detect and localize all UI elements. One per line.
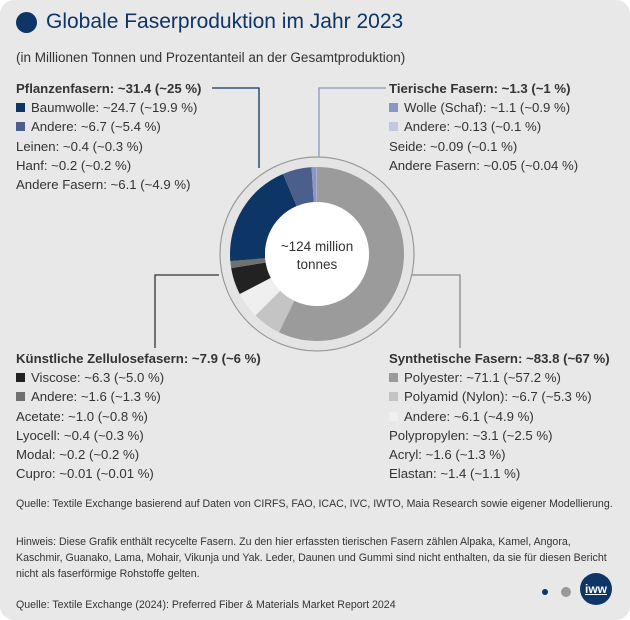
slice-andere-tierisch [316,167,317,203]
legend-label: Andere Fasern: ~0.05 (~0.04 %) [389,157,579,173]
legend-label: Acetate: ~1.0 (~0.8 %) [16,408,148,424]
donut-hole [265,202,369,306]
legend-heading: Synthetische Fasern: ~83.8 (~67 %) [389,351,610,366]
legend-label: Andere: ~0.13 (~0.1 %) [404,119,542,135]
slice-andere-synthetisch [239,277,281,316]
legend-item: Andere: ~0.13 (~0.1 %) [389,117,578,136]
legend-item: Elastan: ~1.4 (~1.1 %) [389,464,610,483]
legend-item: Acetate: ~1.0 (~0.8 %) [16,407,261,426]
legend-item: Cupro: ~0.01 (~0.01 %) [16,464,261,483]
title-bullet-icon [16,11,37,33]
legend-label: Cupro: ~0.01 (~0.01 %) [16,466,154,482]
center-label-line1: ~124 million [281,239,353,254]
legend-heading: Tierische Fasern: ~1.3 (~1 %) [389,81,571,96]
legend-label: Elastan: ~1.4 (~1.1 %) [389,466,521,482]
legend-animal: Tierische Fasern: ~1.3 (~1 %) Wolle (Scha… [389,79,578,175]
legend-label: Baumwolle: ~24.7 (~19.9 %) [31,100,198,116]
legend-cellulose: Künstliche Zellulosefasern: ~7.9 (~6 %) V… [16,349,261,483]
legend-item: Acryl: ~1.6 (~1.3 %) [389,445,610,464]
legend-label: Polyamid (Nylon): ~6.7 (~5.3 %) [404,389,592,405]
chart-title: Globale Faserproduktion im Jahr 2023 [16,10,403,34]
legend-label: Acryl: ~1.6 (~1.3 %) [389,447,506,463]
legend-swatch [16,373,25,383]
legend-item: Andere: ~6.1 (~4.9 %) [389,407,610,426]
iww-logo: iww [580,573,612,605]
legend-label: Polyester: ~71.1 (~57.2 %) [404,370,561,386]
legend-item: Andere Fasern: ~6.1 (~4.9 %) [16,175,201,194]
legend-swatch [389,392,398,402]
legend-item: Polyester: ~71.1 (~57.2 %) [389,368,610,387]
legend-swatch [16,103,25,113]
legend-label: Wolle (Schaf): ~1.1 (~0.9 %) [404,100,571,116]
legend-label: Andere: ~6.1 (~4.9 %) [404,408,534,424]
legend-synthetic: Synthetische Fasern: ~83.8 (~67 %) Polyes… [389,349,610,483]
legend-item: Wolle (Schaf): ~1.1 (~0.9 %) [389,98,578,117]
legend-label: Hanf: ~0.2 (~0.2 %) [16,157,132,173]
legend-label: Lyocell: ~0.4 (~0.3 %) [16,427,144,443]
legend-plant: Pflanzenfasern: ~31.4 (~25 %) Baumwolle: … [16,79,201,194]
source-note: Quelle: Textile Exchange basierend auf D… [16,498,613,510]
leader-line-animal [318,87,386,158]
legend-item: Andere: ~6.7 (~5.4 %) [16,117,201,136]
legend-item: Modal: ~0.2 (~0.2 %) [16,445,261,464]
legend-item: Baumwolle: ~24.7 (~19.9 %) [16,98,201,117]
legend-item: Polyamid (Nylon): ~6.7 (~5.3 %) [389,387,610,406]
legend-heading: Pflanzenfasern: ~31.4 (~25 %) [16,81,202,96]
slice-wolle-schaf [311,167,317,203]
legend-label: Viscose: ~6.3 (~5.0 %) [31,370,165,386]
legend-item: Seide: ~0.09 (~0.1 %) [389,137,578,156]
legend-item: Viscose: ~6.3 (~5.0 %) [16,368,261,387]
legend-swatch [389,122,398,132]
legend-swatch [16,122,25,132]
legend-heading: Künstliche Zellulosefasern: ~7.9 (~6 %) [16,351,261,366]
slice-viscose [231,262,271,294]
legend-item: Lyocell: ~0.4 (~0.3 %) [16,426,261,445]
hint-note: Hinweis: Diese Grafik enthält recycelte … [16,536,607,580]
legend-label: Seide: ~0.09 (~0.1 %) [389,138,518,154]
legend-item: Andere Fasern: ~0.05 (~0.04 %) [389,156,578,175]
legend-swatch [389,373,398,383]
legend-swatch [389,103,398,113]
leader-line-plant [212,87,260,168]
legend-item: Hanf: ~0.2 (~0.2 %) [16,156,201,175]
legend-item: Polypropylen: ~3.1 (~2.5 %) [389,426,610,445]
slice-polyester [278,167,405,342]
source-reference: Quelle: Textile Exchange (2024): Preferr… [16,599,396,611]
center-label-line2: tonnes [297,257,338,272]
slice-baumwolle [230,173,297,262]
legend-label: Polypropylen: ~3.1 (~2.5 %) [389,427,553,443]
page-dot[interactable] [561,587,571,597]
page-dot-active[interactable] [542,589,548,595]
legend-label: Andere: ~1.6 (~1.3 %) [31,389,161,405]
legend-label: Andere: ~6.7 (~5.4 %) [31,119,161,135]
legend-label: Andere Fasern: ~6.1 (~4.9 %) [16,177,191,193]
chart-subtitle: (in Millionen Tonnen und Prozentanteil a… [16,50,406,65]
slice-polyamid-nylon [255,290,295,333]
legend-swatch [389,411,398,421]
legend-item: Andere: ~1.6 (~1.3 %) [16,387,261,406]
legend-label: Modal: ~0.2 (~0.2 %) [16,447,140,463]
slice-andere-pflanzen [282,167,314,207]
pagination-dots [542,587,571,597]
legend-label: Leinen: ~0.4 (~0.3 %) [16,138,143,154]
title-text: Globale Faserproduktion im Jahr 2023 [46,10,404,33]
legend-item: Leinen: ~0.4 (~0.3 %) [16,137,201,156]
slice-andere-zellulose [230,258,266,269]
leader-line-cellulose [154,274,219,348]
legend-swatch [16,392,25,402]
leader-line-synthetic [412,274,461,348]
